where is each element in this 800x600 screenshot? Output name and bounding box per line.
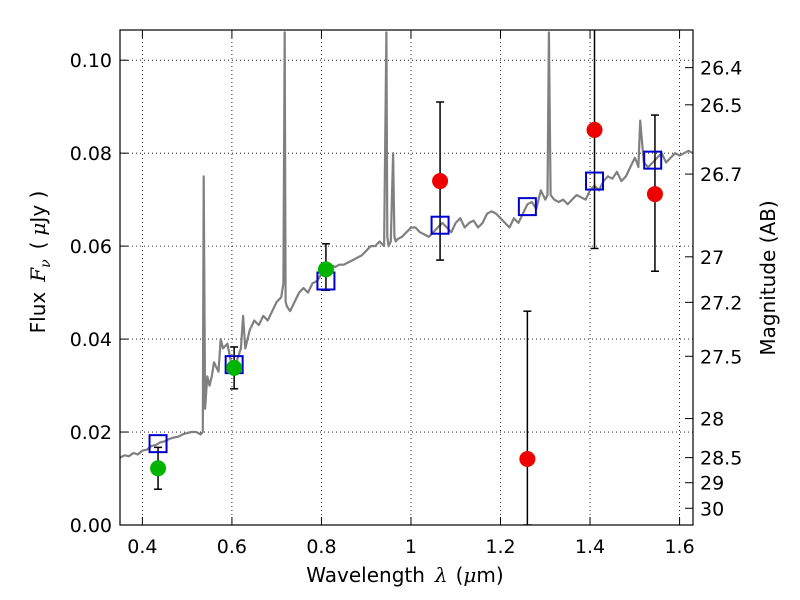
limit-point xyxy=(519,451,536,467)
x-tick-label: 0.8 xyxy=(306,536,336,558)
y2-tick-label: 26.7 xyxy=(700,164,742,186)
y2-tick-label: 26.4 xyxy=(700,58,742,80)
y2-axis-label: Magnitude (AB) xyxy=(756,200,780,355)
detection-point xyxy=(226,359,243,376)
model-photometry-square xyxy=(643,150,663,170)
y-tick-label: 0.00 xyxy=(70,515,112,537)
x-tick-label: 0.4 xyxy=(127,536,157,558)
limit-point xyxy=(432,173,449,190)
y-tick-label: 0.02 xyxy=(70,422,112,444)
model-photometry-square xyxy=(585,171,605,191)
x-tick-label: 1 xyxy=(405,536,417,558)
x-tick-label: 1.2 xyxy=(485,536,515,558)
y-tick-label: 0.08 xyxy=(70,143,112,165)
y-axis-label: FluxFν(μJy ) xyxy=(26,191,54,334)
y2-tick-label: 27.2 xyxy=(700,292,742,314)
axes: 0.4 0.6 0.8 1 1.2 1.4 1.6 0.00 0.02 0.04 0.06 0.08 0… xyxy=(70,30,742,558)
x-tick-label: 0.6 xyxy=(217,536,247,558)
y2-tick-label: 26.5 xyxy=(700,95,742,117)
y-tick-label: 0.04 xyxy=(70,329,112,351)
x-axis-label: Wavelength λ (μm) xyxy=(306,563,503,587)
limit-point xyxy=(586,121,603,138)
x-tick-label: 1.6 xyxy=(664,536,694,558)
model-photometry-square xyxy=(148,434,168,454)
plot-area xyxy=(120,30,693,525)
y-tick-label: 0.06 xyxy=(70,236,112,258)
y2-tick-label: 27.5 xyxy=(700,346,742,368)
model-photometry-square xyxy=(517,197,537,217)
y-tick-label: 0.10 xyxy=(70,50,112,72)
model-spectrum-line xyxy=(120,31,693,459)
y2-tick-label: 29 xyxy=(700,473,724,495)
y2-tick-label: 27 xyxy=(700,247,724,269)
x-tick-label: 1.4 xyxy=(575,536,605,558)
detection-point xyxy=(317,261,334,278)
limit-point xyxy=(646,186,663,203)
plot-frame xyxy=(119,29,694,526)
y2-tick-label: 28.5 xyxy=(700,448,742,470)
model-photometry-square xyxy=(430,215,450,235)
y2-tick-label: 30 xyxy=(700,498,724,520)
detection-point xyxy=(150,460,167,477)
grid-lines xyxy=(120,30,693,526)
y2-tick-label: 28 xyxy=(700,409,724,431)
